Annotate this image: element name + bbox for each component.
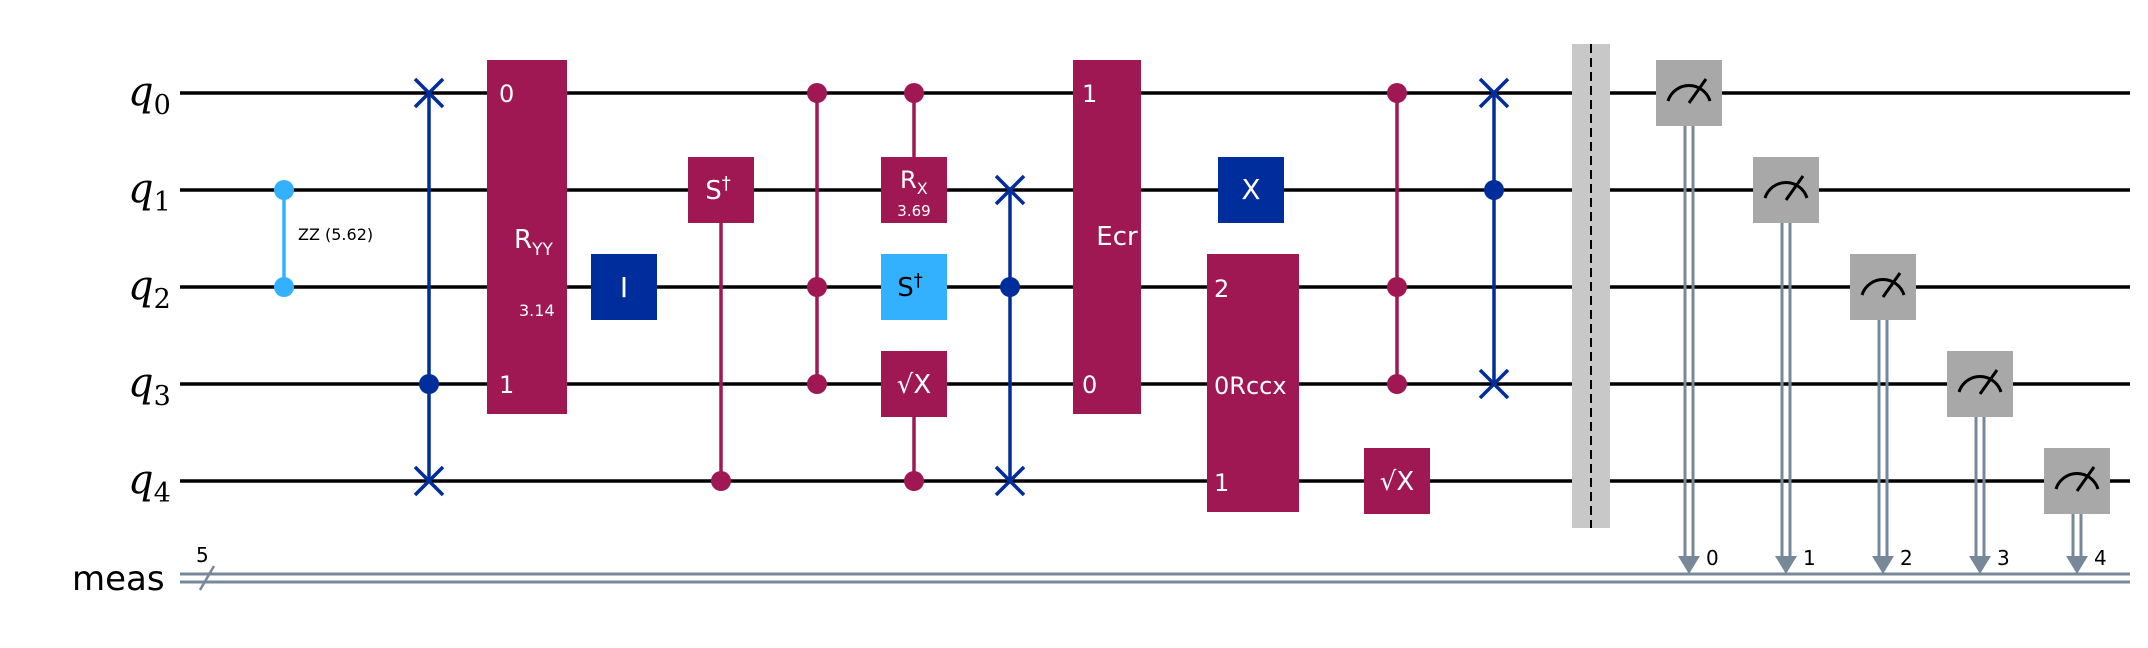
ccz-dot-q3 bbox=[807, 374, 827, 394]
measure-arrow-4 bbox=[2066, 556, 2088, 574]
barrier bbox=[1572, 44, 1610, 528]
crx-label: RX bbox=[900, 166, 928, 198]
crx-param: 3.69 bbox=[897, 202, 930, 220]
csdg-control-dot bbox=[711, 471, 731, 491]
classical-register-label: meas bbox=[72, 559, 165, 599]
bus-slash bbox=[198, 565, 216, 591]
classical-wire: 5 bbox=[180, 543, 2130, 591]
measure-gate-2: 2 bbox=[1850, 254, 1916, 574]
rccx-gate: 2 0Rccx 1 bbox=[1207, 254, 1299, 512]
sdg-gate: S† bbox=[881, 254, 947, 320]
csx-gate: √X bbox=[881, 351, 947, 491]
qubit-label-4: q4 bbox=[128, 457, 171, 509]
cswap-gate-2 bbox=[994, 174, 1026, 497]
csx-label: √X bbox=[897, 370, 931, 400]
ccz-gate bbox=[807, 83, 827, 394]
ccz2-dot-q3 bbox=[1387, 374, 1407, 394]
measure-box-1 bbox=[1753, 157, 1819, 223]
ryy-pin-bottom: 1 bbox=[499, 371, 514, 399]
ccz2-dot-q0 bbox=[1387, 83, 1407, 103]
sdg-label: S† bbox=[897, 270, 923, 303]
rzz-gate: ZZ (5.62) bbox=[274, 180, 373, 297]
measure-arrow-0 bbox=[1678, 556, 1700, 574]
ecr-pin-bottom: 0 bbox=[1082, 371, 1097, 399]
qubit-label-1: q1 bbox=[128, 166, 171, 218]
measure-bit-label-1: 1 bbox=[1803, 546, 1816, 570]
ryy-label: RYY bbox=[514, 225, 553, 260]
csdg-label: S† bbox=[705, 173, 731, 206]
measure-gate-4: 4 bbox=[2044, 448, 2110, 574]
csx-control-dot bbox=[904, 471, 924, 491]
crx-control-dot bbox=[904, 83, 924, 103]
ccz2-dot-q2 bbox=[1387, 277, 1407, 297]
ryy-pin-top: 0 bbox=[499, 80, 514, 108]
qubit-wires bbox=[180, 91, 2130, 483]
rccx-label: 0Rccx bbox=[1214, 372, 1287, 400]
qubit-label-3: q3 bbox=[128, 360, 171, 412]
ecr-pin-top: 1 bbox=[1082, 80, 1097, 108]
identity-label: I bbox=[620, 271, 628, 304]
qubit-label-2: q2 bbox=[128, 263, 171, 315]
measurements: 0 1 2 3 4 bbox=[1656, 60, 2110, 574]
x-label: X bbox=[1241, 173, 1260, 206]
cswap-control-dot bbox=[419, 374, 439, 394]
ccz-gate-2 bbox=[1387, 83, 1407, 394]
ryy-param: 3.14 bbox=[519, 301, 555, 320]
x-gate: X bbox=[1218, 157, 1284, 223]
rccx-pin-top: 2 bbox=[1214, 275, 1229, 303]
ryy-gate: 0 1 RYY 3.14 bbox=[487, 60, 567, 414]
qubit-label-0: q0 bbox=[128, 69, 171, 121]
measure-arrow-1 bbox=[1775, 556, 1797, 574]
measure-gate-0: 0 bbox=[1656, 60, 1722, 574]
meter-icon bbox=[1860, 278, 1906, 296]
measure-box-3 bbox=[1947, 351, 2013, 417]
meter-icon bbox=[2054, 472, 2100, 490]
rzz-control-dot bbox=[274, 180, 294, 200]
csdg-gate: S† bbox=[688, 157, 754, 491]
qubit-labels: q0 q1 q2 q3 q4 meas bbox=[72, 69, 171, 599]
rccx-pin-bottom: 1 bbox=[1214, 469, 1229, 497]
meter-icon bbox=[1957, 375, 2003, 393]
cswap2-control-dot bbox=[1000, 277, 1020, 297]
measure-bit-label-2: 2 bbox=[1900, 546, 1913, 570]
meter-icon bbox=[1763, 181, 1809, 199]
measure-bit-label-0: 0 bbox=[1706, 546, 1719, 570]
measure-gate-1: 1 bbox=[1753, 157, 1819, 574]
measure-box-2 bbox=[1850, 254, 1916, 320]
crx-gate: RX 3.69 bbox=[881, 83, 947, 223]
meter-icon bbox=[1666, 84, 1712, 102]
measure-bit-label-3: 3 bbox=[1997, 546, 2010, 570]
rzz-target-dot bbox=[274, 277, 294, 297]
sx-gate: √X bbox=[1364, 448, 1430, 514]
identity-gate: I bbox=[591, 254, 657, 320]
measure-box-0 bbox=[1656, 60, 1722, 126]
ecr-gate: 1 0 Ecr bbox=[1073, 60, 1141, 414]
cswap-gate-1 bbox=[413, 77, 445, 497]
ecr-label: Ecr bbox=[1096, 222, 1138, 252]
measure-arrow-3 bbox=[1969, 556, 1991, 574]
measure-box-4 bbox=[2044, 448, 2110, 514]
ccz-dot-q0 bbox=[807, 83, 827, 103]
register-size: 5 bbox=[196, 543, 209, 567]
cswap-gate-3 bbox=[1478, 77, 1510, 400]
sx-label: √X bbox=[1380, 467, 1414, 497]
measure-arrow-2 bbox=[1872, 556, 1894, 574]
ccz-dot-q2 bbox=[807, 277, 827, 297]
rzz-label: ZZ (5.62) bbox=[298, 225, 373, 244]
measure-bit-label-4: 4 bbox=[2094, 546, 2107, 570]
measure-gate-3: 3 bbox=[1947, 351, 2013, 574]
cswap3-control-dot bbox=[1484, 180, 1504, 200]
